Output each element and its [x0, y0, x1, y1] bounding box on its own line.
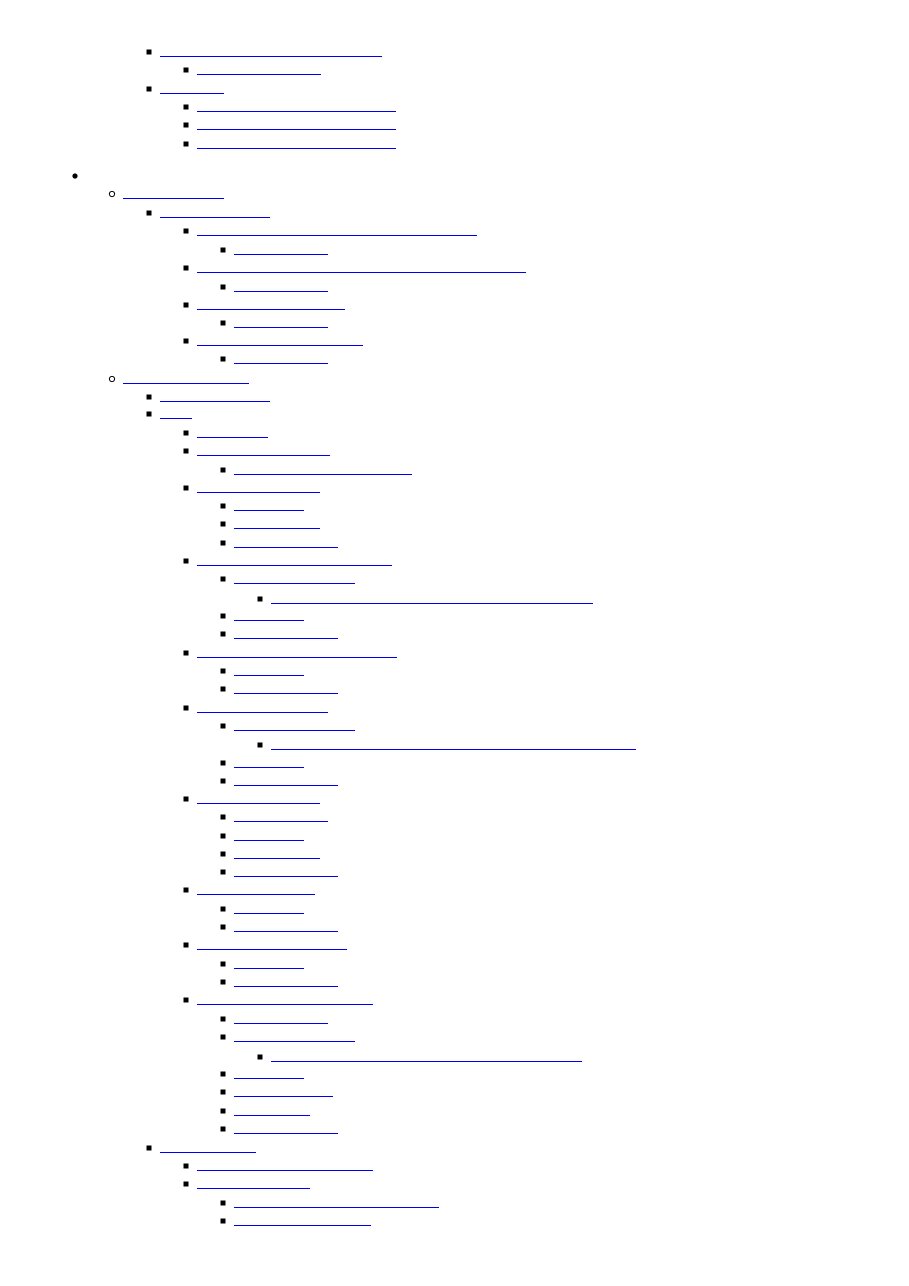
- square-bullet: [220, 778, 226, 784]
- square-bullet: [220, 760, 226, 766]
- square-bullet: [220, 613, 226, 619]
- square-bullet: [183, 650, 189, 656]
- square-bullet: [183, 265, 189, 271]
- square-bullet: [183, 1163, 189, 1169]
- square-bullet: [146, 86, 152, 92]
- square-bullet: [183, 302, 189, 308]
- square-bullet: [183, 485, 189, 491]
- square-bullet: [220, 1071, 226, 1077]
- square-bullet: [220, 723, 226, 729]
- square-bullet: [220, 356, 226, 362]
- square-bullet: [220, 1108, 226, 1114]
- square-bullet: [183, 558, 189, 564]
- square-bullet: [220, 851, 226, 857]
- square-bullet: [220, 906, 226, 912]
- square-bullet: [183, 122, 189, 128]
- square-bullet: [220, 1089, 226, 1095]
- square-bullet: [220, 668, 226, 674]
- circle-bullet: [108, 190, 116, 198]
- square-bullet: [183, 228, 189, 234]
- square-bullet: [183, 796, 189, 802]
- square-bullet: [257, 1054, 263, 1060]
- square-bullet: [220, 247, 226, 253]
- square-bullet: [257, 742, 263, 748]
- square-bullet: [220, 1034, 226, 1040]
- square-bullet: [220, 631, 226, 637]
- square-bullet: [220, 284, 226, 290]
- square-bullet: [146, 1145, 152, 1151]
- square-bullet: [220, 576, 226, 582]
- square-bullet: [220, 1126, 226, 1132]
- square-bullet: [220, 924, 226, 930]
- square-bullet: [220, 467, 226, 473]
- square-bullet: [220, 1218, 226, 1224]
- square-bullet: [220, 540, 226, 546]
- square-bullet: [183, 141, 189, 147]
- square-bullet: [183, 67, 189, 73]
- square-bullet: [220, 503, 226, 509]
- square-bullet: [220, 521, 226, 527]
- square-bullet: [183, 1181, 189, 1187]
- square-bullet: [183, 997, 189, 1003]
- square-bullet: [183, 430, 189, 436]
- square-bullet: [220, 961, 226, 967]
- square-bullet: [183, 448, 189, 454]
- square-bullet: [220, 979, 226, 985]
- square-bullet: [257, 596, 263, 602]
- square-bullet: [183, 942, 189, 948]
- square-bullet: [220, 1016, 226, 1022]
- square-bullet: [220, 869, 226, 875]
- circle-bullet: [108, 375, 116, 383]
- square-bullet: [220, 833, 226, 839]
- square-bullet: [220, 686, 226, 692]
- square-bullet: [183, 338, 189, 344]
- disc-bullet: [72, 173, 78, 179]
- square-bullet: [220, 1200, 226, 1206]
- square-bullet: [183, 104, 189, 110]
- square-bullet: [146, 394, 152, 400]
- square-bullet: [146, 210, 152, 216]
- square-bullet: [220, 814, 226, 820]
- square-bullet: [146, 49, 152, 55]
- square-bullet: [183, 887, 189, 893]
- square-bullet: [183, 705, 189, 711]
- square-bullet: [146, 411, 152, 417]
- square-bullet: [220, 320, 226, 326]
